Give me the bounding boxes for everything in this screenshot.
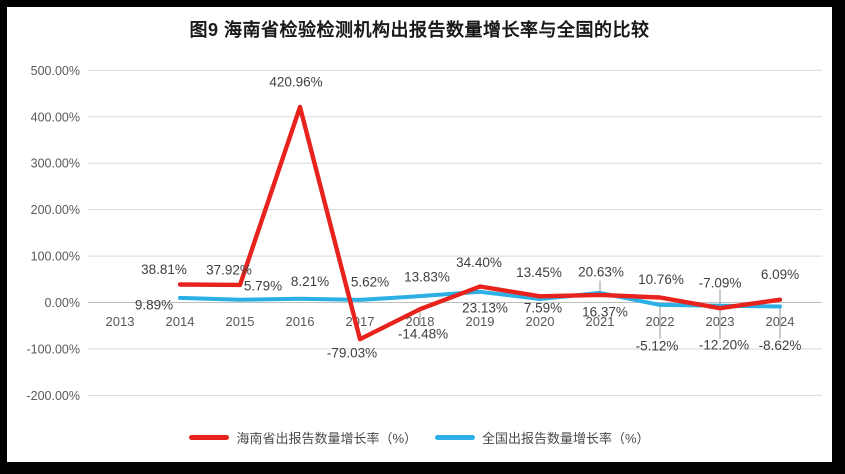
y-axis-tick-label: 100.00% — [31, 250, 80, 264]
hainan-data-label: 34.40% — [456, 255, 502, 270]
national-data-label: 8.21% — [291, 274, 329, 289]
national-data-label: 23.13% — [462, 300, 508, 315]
x-axis-tick-label: 2019 — [466, 314, 495, 329]
legend-item-hainan: 海南省出报告数量增长率（%） — [189, 428, 417, 447]
x-axis-tick-label: 2017 — [346, 314, 375, 329]
legend-label-national: 全国出报告数量增长率（%） — [482, 431, 650, 446]
hainan-data-label: 37.92% — [206, 262, 252, 277]
hainan-data-label: -12.20% — [699, 338, 749, 353]
y-axis-tick-label: 0.00% — [45, 296, 80, 310]
legend-swatch-hainan-icon — [189, 435, 230, 440]
national-data-label: 9.89% — [135, 297, 173, 312]
hainan-series-line — [177, 104, 783, 342]
chart-background — [7, 7, 832, 462]
hainan-data-label: 16.37% — [582, 304, 628, 319]
x-axis-tick-label: 2021 — [586, 314, 615, 329]
national-data-label: 5.79% — [244, 278, 282, 293]
hainan-data-label: 38.81% — [141, 262, 187, 277]
legend-item-national: 全国出报告数量增长率（%） — [435, 428, 650, 447]
legend-swatch-national-icon — [435, 435, 475, 440]
chart-title: 图9 海南省检验检测机构出报告数量增长率与全国的比较 — [189, 20, 650, 40]
chart-legend: 海南省出报告数量增长率（%） 全国出报告数量增长率（%） — [7, 428, 832, 447]
y-axis-tick-label: -100.00% — [26, 342, 80, 356]
y-axis-tick-label: 200.00% — [31, 203, 80, 217]
hainan-data-label: 420.96% — [269, 75, 322, 90]
x-axis-tick-label: 2013 — [106, 314, 135, 329]
y-axis-tick-label: -200.00% — [26, 389, 80, 403]
national-series-line — [178, 289, 782, 309]
national-data-label: -8.62% — [759, 338, 802, 353]
hainan-data-label: 10.76% — [638, 272, 684, 287]
national-data-label: 13.83% — [404, 270, 450, 285]
x-axis-tick-label: 2015 — [226, 314, 255, 329]
hainan-data-label: -14.48% — [398, 327, 448, 342]
legend-label-hainan: 海南省出报告数量增长率（%） — [236, 431, 417, 446]
hainan-data-label: 6.09% — [761, 267, 799, 282]
national-data-label: 7.59% — [524, 301, 562, 316]
national-data-label: -5.12% — [636, 338, 679, 353]
x-axis-tick-label: 2016 — [286, 314, 315, 329]
y-axis-tick-label: 300.00% — [31, 157, 80, 171]
x-axis-tick-label: 2014 — [166, 314, 195, 329]
national-data-label: 5.62% — [351, 274, 389, 289]
x-axis-tick-label: 2020 — [526, 314, 555, 329]
y-axis-tick-label: 400.00% — [31, 110, 80, 124]
y-axis-tick-label: 500.00% — [31, 64, 80, 78]
hainan-data-label: 13.45% — [516, 265, 562, 280]
national-data-label: 20.63% — [578, 264, 624, 279]
hainan-data-label: -79.03% — [327, 346, 377, 361]
national-data-label: -7.09% — [699, 275, 742, 290]
